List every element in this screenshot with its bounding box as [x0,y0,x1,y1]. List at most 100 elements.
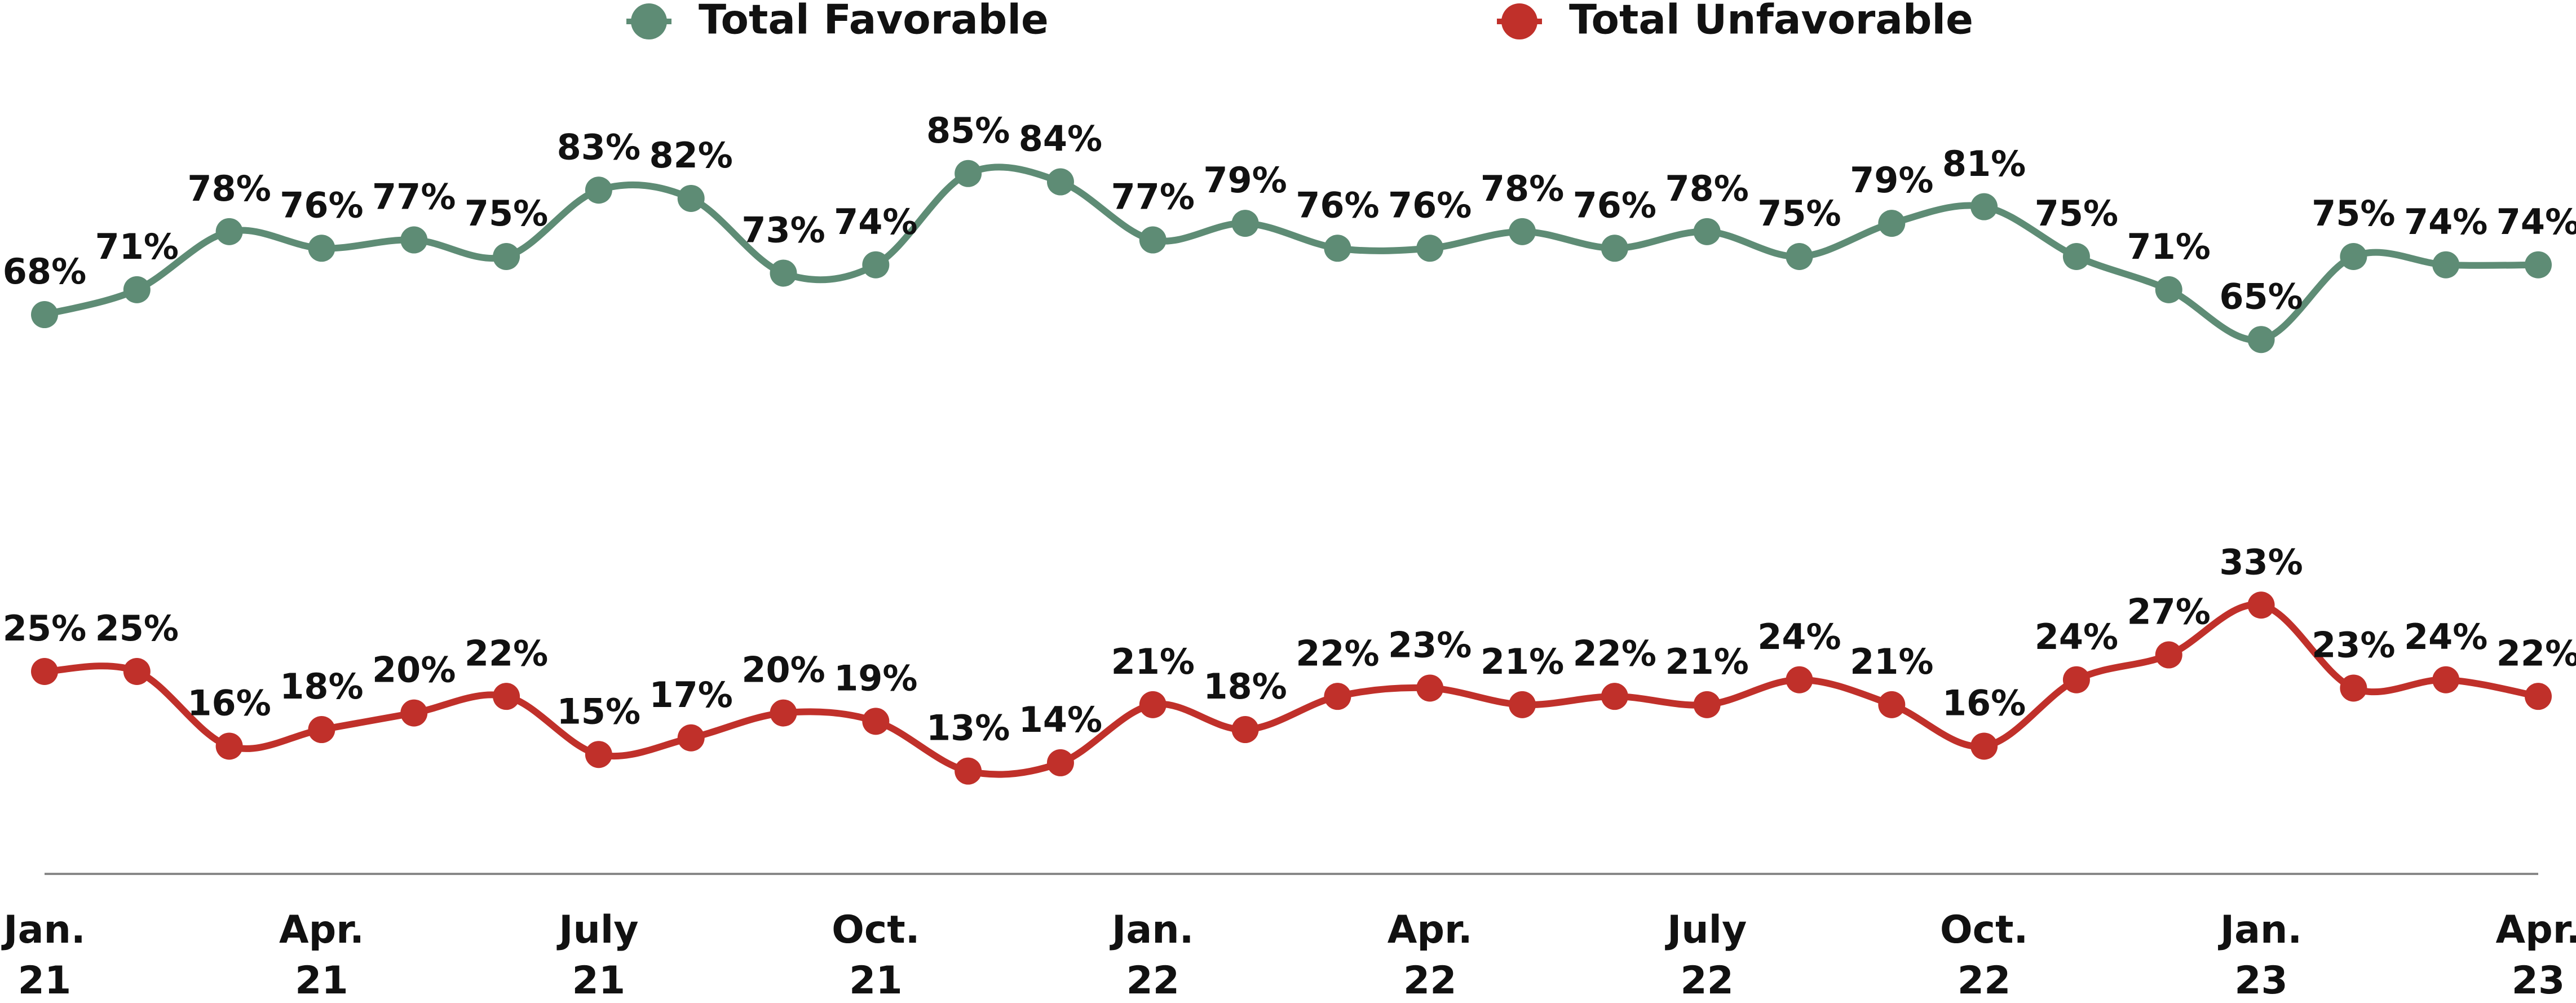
data-label: 25% [3,608,86,649]
data-point [1324,683,1351,710]
data-point [585,741,612,768]
data-point [1878,691,1906,718]
data-label: 27% [2127,591,2211,633]
data-label: 81% [1942,143,2026,184]
data-point [2432,251,2460,279]
data-label: 75% [2312,193,2395,234]
data-label: 22% [1573,633,1656,674]
data-point [123,276,151,303]
data-label: 75% [1757,193,1841,234]
data-point [2525,251,2552,279]
data-label: 14% [1019,699,1102,740]
data-label: 83% [557,126,640,167]
data-label: 78% [1481,168,1564,209]
data-label: 25% [95,608,179,649]
data-label: 71% [2127,226,2211,267]
data-label: 76% [280,184,363,226]
data-point [770,699,797,727]
data-point [31,658,58,685]
legend-swatch [1501,3,1537,39]
data-point [1416,674,1444,702]
data-point [955,757,982,785]
data-label: 74% [2404,201,2487,242]
data-point [677,184,705,212]
data-point [2432,666,2460,693]
data-point [1416,235,1444,262]
data-point [1970,193,1998,220]
data-label: 20% [741,649,825,691]
data-point [2340,243,2367,270]
data-point [862,708,890,735]
data-point [1324,235,1351,262]
data-point [2247,326,2275,354]
data-point [1693,691,1721,718]
x-tick-label: Apr. 22 [1387,908,1473,1003]
data-point [493,243,520,270]
data-point [215,218,243,245]
x-tick-label: July 21 [559,908,639,1003]
data-label: 85% [926,110,1010,151]
data-label: 77% [1111,176,1195,218]
x-tick-label: Apr. 21 [279,908,364,1003]
data-label: 65% [2219,276,2303,317]
x-tick-label: Oct. 21 [832,908,920,1003]
data-label: 13% [926,708,1010,749]
data-point [1786,666,1813,693]
x-tick-label: July 22 [1667,908,1747,1003]
data-label: 23% [2312,625,2395,666]
data-label: 77% [372,176,456,218]
x-tick-label: Jan. 22 [1112,908,1194,1003]
data-label: 21% [1481,641,1564,682]
data-point [2155,276,2182,303]
data-label: 74% [2497,201,2576,242]
data-point [862,251,890,279]
data-point [1046,749,1074,776]
data-point [2155,641,2182,669]
data-label: 18% [1203,666,1287,707]
data-label: 78% [1665,168,1748,209]
data-label: 76% [1388,184,1472,226]
data-label: 21% [1665,641,1748,682]
data-label: 79% [1850,160,1933,201]
data-label: 24% [1757,616,1841,657]
legend-label: Total Favorable [699,0,1049,43]
data-label: 16% [1942,683,2026,724]
data-label: 20% [372,649,456,691]
data-point [1693,218,1721,245]
data-point [1139,691,1167,718]
x-tick-label: Jan. 21 [3,908,86,1003]
data-label: 22% [465,633,548,674]
data-point [308,716,335,744]
data-label: 84% [1019,118,1102,160]
data-point [1509,691,1536,718]
data-label: 23% [1388,625,1472,666]
data-label: 18% [280,666,363,707]
data-label: 68% [3,251,86,292]
x-tick-label: Jan. 23 [2220,908,2303,1003]
data-label: 17% [649,674,733,715]
data-point [2525,683,2552,710]
data-label: 33% [2219,541,2303,582]
data-point [2062,243,2090,270]
data-point [215,732,243,760]
data-label: 78% [187,168,271,209]
data-point [1231,210,1259,237]
data-label: 24% [2404,616,2487,657]
data-label: 24% [2035,616,2118,657]
data-label: 71% [95,226,179,267]
data-label: 76% [1573,184,1656,226]
x-tick-label: Apr. 23 [2495,908,2576,1003]
data-label: 16% [187,683,271,724]
data-label: 21% [1111,641,1195,682]
data-point [770,259,797,287]
series-line [43,164,2539,344]
data-label: 75% [465,193,548,234]
data-label: 82% [649,135,733,176]
data-point [955,160,982,187]
x-tick-label: Oct. 22 [1939,908,2029,1003]
data-point [585,176,612,204]
data-label: 22% [2497,633,2576,674]
data-label: 76% [1296,184,1379,226]
